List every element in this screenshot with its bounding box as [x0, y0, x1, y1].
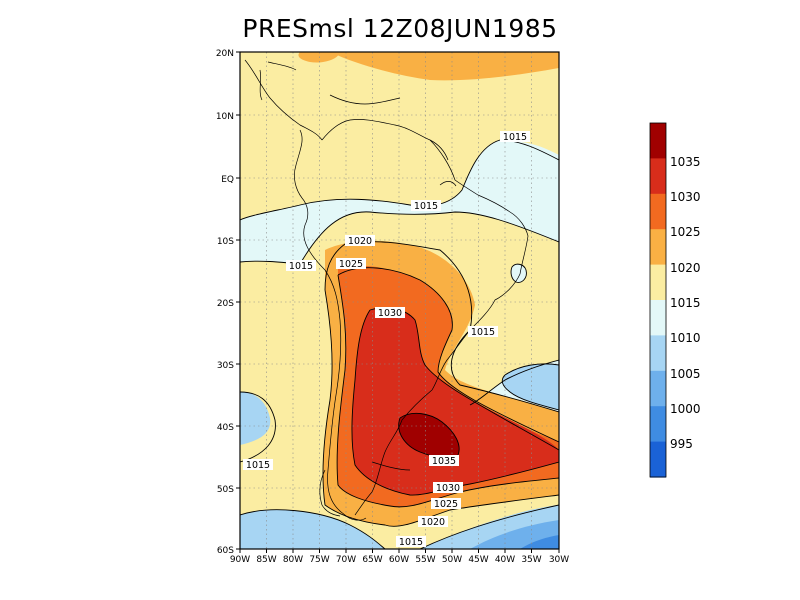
contour-label: 1015 [500, 131, 530, 143]
contour-label: 1015 [243, 459, 273, 471]
svg-text:1015: 1015 [471, 327, 495, 338]
lat-label: 20N [216, 49, 234, 59]
colorbar-label: 1025 [670, 225, 701, 239]
lon-label: 85W [256, 555, 276, 565]
lat-label: 40S [217, 423, 234, 433]
field-1030 [351, 307, 559, 496]
lon-label: 90W [230, 555, 250, 565]
colorbar-swatch [650, 193, 666, 230]
lon-label: 80W [283, 555, 303, 565]
field-1010-ne [466, 141, 559, 240]
lat-label: 10S [217, 237, 234, 247]
contour-label: 1030 [375, 307, 405, 319]
field-1005-sw [240, 509, 385, 549]
colorbar-label: 1000 [670, 402, 701, 416]
colorbar-label: 995 [670, 437, 693, 451]
lat-label: 30S [217, 361, 234, 371]
field-1035 [398, 413, 460, 458]
lat-label: EQ [221, 175, 234, 185]
svg-text:1025: 1025 [434, 499, 458, 510]
field-1005-w [240, 392, 271, 445]
lon-label: 65W [362, 555, 382, 565]
lon-label: 60W [389, 555, 409, 565]
contour-label: 1025 [336, 258, 366, 270]
colorbar-swatch [650, 370, 666, 407]
svg-text:1020: 1020 [348, 236, 372, 247]
svg-text:1030: 1030 [378, 308, 402, 319]
colorbar-labels: 1035 1030 1025 1020 1015 1010 1005 1000 … [670, 155, 701, 451]
svg-text:1015: 1015 [289, 261, 313, 272]
graticule [240, 52, 559, 549]
colorbar-label: 1010 [670, 331, 701, 345]
contour-label: 1025 [431, 498, 461, 510]
svg-text:1030: 1030 [436, 483, 460, 494]
colorbar-label: 1005 [670, 367, 701, 381]
lon-label: 75W [309, 555, 329, 565]
tick-marks [236, 51, 560, 553]
colorbar-swatch [650, 300, 666, 336]
svg-text:1015: 1015 [399, 537, 423, 548]
svg-text:1015: 1015 [246, 460, 270, 471]
svg-text:1025: 1025 [339, 259, 363, 270]
lat-label: 50S [217, 485, 234, 495]
lon-label: 50W [442, 555, 462, 565]
contour-label: 1020 [345, 235, 375, 247]
colorbar-label: 1020 [670, 261, 701, 275]
colorbar-swatch [650, 441, 666, 478]
svg-text:1035: 1035 [432, 456, 456, 467]
svg-text:1015: 1015 [503, 132, 527, 143]
colorbar-swatch [650, 335, 666, 372]
colorbar-swatch [650, 229, 666, 266]
lon-label: 30W [549, 555, 569, 565]
colorbar-swatch [650, 123, 666, 159]
colorbar: 1035 1030 1025 1020 1015 1010 1005 1000 … [649, 122, 701, 478]
field-995-se [520, 535, 559, 549]
longitude-labels: 90W 85W 80W 75W 70W 65W 60W 55W 50W 45W … [230, 555, 569, 565]
colorbar-label: 1030 [670, 190, 701, 204]
svg-text:1020: 1020 [421, 517, 445, 528]
contour-label: 1015 [396, 536, 426, 548]
lon-label: 35W [521, 555, 541, 565]
lat-label: 10N [216, 112, 234, 122]
map-title: PRESmsl 12Z08JUN1985 [242, 14, 558, 43]
latitude-labels: 20N 10N EQ 10S 20S 30S 40S 50S 60S [216, 49, 234, 556]
lon-label: 40W [495, 555, 515, 565]
contour-label: 1015 [411, 200, 441, 212]
colorbar-swatches [650, 123, 666, 478]
contour-value-labels: 1015 1015 1015 1020 1025 1030 1015 1015 … [243, 131, 530, 548]
contour-label: 1015 [468, 326, 498, 338]
lon-label: 55W [415, 555, 435, 565]
colorbar-label: 1035 [670, 155, 701, 169]
colorbar-swatch [650, 406, 666, 443]
lon-label: 45W [468, 555, 488, 565]
coastlines [244, 59, 529, 521]
colorbar-swatch [650, 158, 666, 195]
contour-label: 1015 [286, 260, 316, 272]
colorbar-swatch [650, 264, 666, 301]
field-1005-east [502, 363, 559, 410]
lon-label: 70W [336, 555, 356, 565]
lat-label: 20S [217, 299, 234, 309]
colorbar-label: 1015 [670, 296, 701, 310]
contour-label: 1030 [433, 482, 463, 494]
field-1020-north [330, 52, 559, 81]
field-1010-east [511, 264, 527, 283]
lat-label: 60S [217, 546, 234, 556]
colorbar-frame [649, 122, 667, 478]
contour-label: 1020 [418, 516, 448, 528]
svg-text:1015: 1015 [414, 201, 438, 212]
contour-label: 1035 [429, 455, 459, 467]
